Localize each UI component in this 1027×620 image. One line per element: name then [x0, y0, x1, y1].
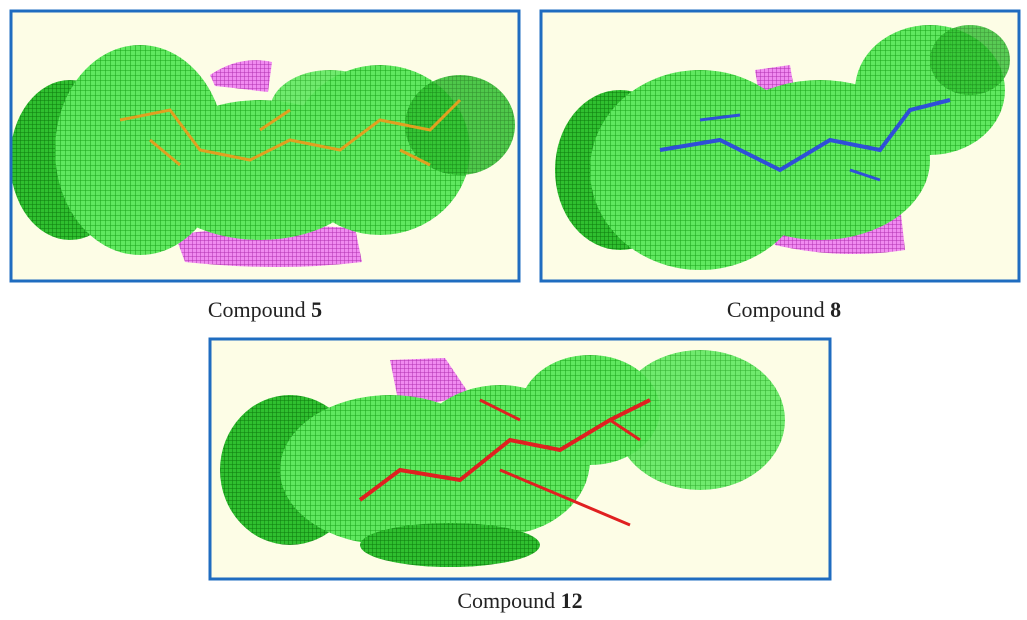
caption-number: 12	[561, 588, 583, 613]
caption-number: 5	[311, 297, 322, 322]
caption-label: Compound	[457, 588, 555, 613]
panel-compound-12	[210, 339, 830, 579]
caption-label: Compound	[727, 297, 825, 322]
caption: Compound 12	[457, 588, 582, 613]
caption: Compound 5	[208, 297, 322, 322]
panel-compound-5	[10, 11, 519, 281]
panel-compound-8	[541, 11, 1019, 281]
caption-label: Compound	[208, 297, 306, 322]
caption: Compound 8	[727, 297, 841, 322]
figure: Compound 5 Compound 8 Compound 12	[0, 0, 1027, 620]
caption-number: 8	[830, 297, 841, 322]
